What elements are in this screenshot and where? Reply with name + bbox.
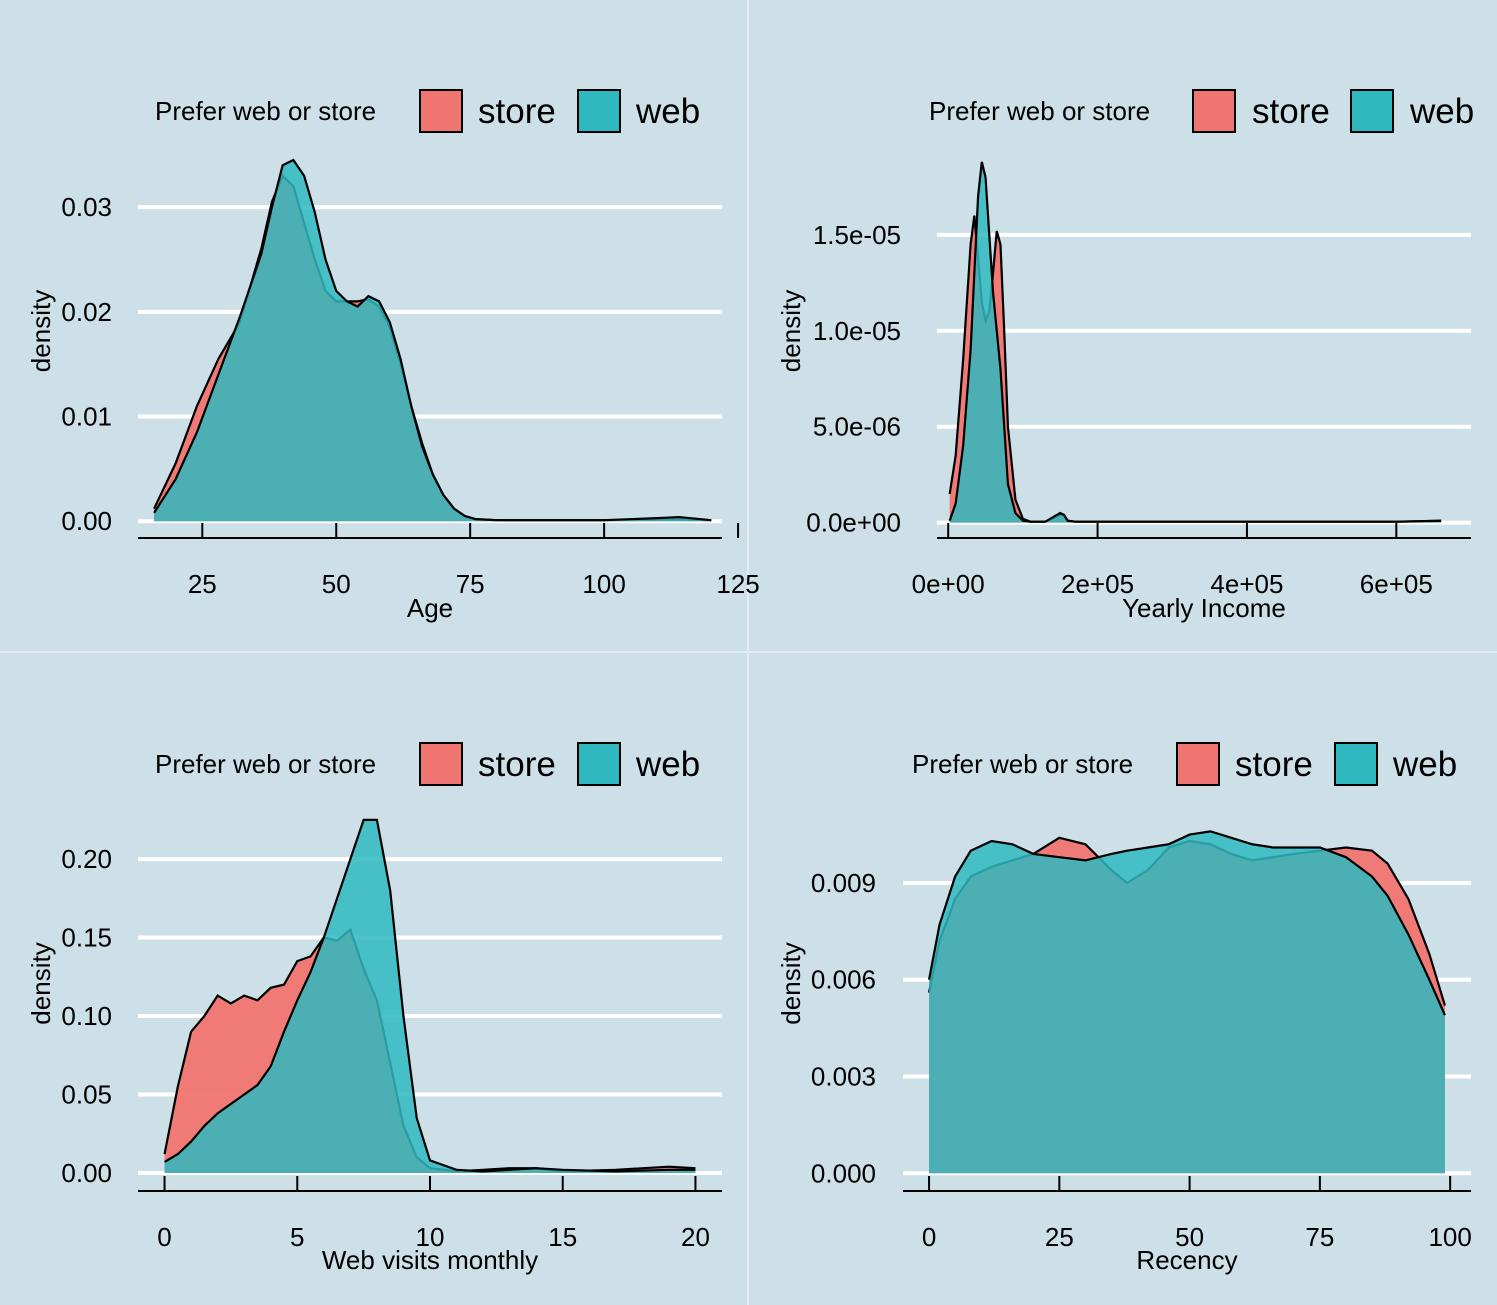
y-tick-label: 0.006 — [811, 965, 876, 995]
x-tick-label: 75 — [456, 569, 485, 599]
x-axis-title: Yearly Income — [1122, 593, 1286, 623]
legend-key-web — [577, 742, 621, 786]
web-density-line — [153, 158, 712, 522]
y-tick-label: 1.5e-05 — [813, 220, 901, 250]
y-axis-title: density — [26, 290, 56, 372]
x-axis-title: Age — [407, 593, 453, 623]
y-tick-label: 0.003 — [811, 1061, 876, 1091]
y-axis-title: density — [776, 290, 806, 372]
x-tick-label: 100 — [582, 569, 625, 599]
web-density-line — [948, 161, 1442, 523]
legend-label-store: store — [1235, 745, 1313, 784]
y-tick-label: 0.03 — [61, 192, 112, 222]
x-tick-label: 5 — [290, 1222, 304, 1252]
x-tick-label: 25 — [188, 569, 217, 599]
x-axis-title: Recency — [1136, 1245, 1237, 1275]
y-tick-label: 0.10 — [61, 1001, 112, 1031]
y-tick-label: 5.0e-06 — [813, 412, 901, 442]
y-tick-label: 0.009 — [811, 868, 876, 898]
web-density-line — [163, 818, 696, 1173]
x-tick-label: 15 — [548, 1222, 577, 1252]
x-tick-label: 125 — [716, 569, 759, 599]
y-tick-label: 0.000 — [811, 1158, 876, 1188]
legend-label-web: web — [1409, 92, 1474, 131]
legend-key-web — [1334, 742, 1378, 786]
x-tick-label: 50 — [1175, 1222, 1204, 1252]
x-tick-label: 20 — [681, 1222, 710, 1252]
legend-title: Prefer web or store — [155, 96, 376, 126]
x-tick-label: 25 — [1045, 1222, 1074, 1252]
web-density-area — [164, 819, 696, 1173]
x-tick-label: 50 — [322, 569, 351, 599]
legend-label-web: web — [635, 745, 700, 784]
x-tick-label: 0e+00 — [912, 569, 985, 599]
y-axis-title: density — [776, 942, 806, 1024]
legend-title: Prefer web or store — [912, 749, 1133, 779]
legend-title: Prefer web or store — [155, 749, 376, 779]
legend-key-store — [1176, 742, 1220, 786]
web-density-area — [154, 160, 712, 522]
legend-label-web: web — [1392, 745, 1457, 784]
y-tick-label: 0.01 — [61, 402, 112, 432]
web-density-area — [929, 831, 1445, 1174]
y-tick-label: 0.00 — [61, 506, 112, 536]
legend-key-web — [577, 89, 621, 133]
density-chart-2: 0.0e+00 5.0e-06 1.0e-05 1.5e-05 0e+00 2e+05 4e… — [776, 89, 1474, 623]
legend-label-store: store — [478, 92, 556, 131]
x-tick-label: 0 — [922, 1222, 936, 1252]
y-tick-label: 0.02 — [61, 297, 112, 327]
x-tick-label: 6e+05 — [1360, 569, 1433, 599]
y-tick-label: 0.00 — [61, 1158, 112, 1188]
x-tick-label: 4e+05 — [1210, 569, 1283, 599]
x-tick-label: 10 — [416, 1222, 445, 1252]
legend-key-store — [419, 742, 463, 786]
x-tick-label: 75 — [1305, 1222, 1334, 1252]
web-density-line — [927, 830, 1446, 1016]
y-tick-label: 0.20 — [61, 844, 112, 874]
x-axis-title: Web visits monthly — [322, 1245, 538, 1275]
x-tick-label: 0 — [157, 1222, 171, 1252]
legend-key-web — [1350, 89, 1394, 133]
legend-label-store: store — [1252, 92, 1330, 131]
legend-title: Prefer web or store — [929, 96, 1150, 126]
density-chart-3: 0.00 0.05 0.10 0.15 0.20 0 5 10 15 20 Web visits m… — [26, 742, 722, 1275]
y-tick-label: 0.05 — [61, 1079, 112, 1109]
x-tick-label: 100 — [1428, 1222, 1471, 1252]
y-tick-label: 0.15 — [61, 923, 112, 953]
density-chart-4: 0.000 0.003 0.006 0.009 0 25 50 75 100 Recency den… — [776, 742, 1472, 1275]
legend-label-store: store — [478, 745, 556, 784]
legend-label-web: web — [635, 92, 700, 131]
web-density-area — [949, 161, 1442, 523]
density-chart-1: 0.00 0.01 0.02 0.03 25 50 75 100 125 Age density Pr… — [26, 89, 760, 623]
legend-key-store — [1192, 89, 1236, 133]
y-axis-title: density — [26, 942, 56, 1024]
y-tick-label: 1.0e-05 — [813, 316, 901, 346]
y-tick-label: 0.0e+00 — [806, 508, 901, 538]
x-tick-label: 2e+05 — [1061, 569, 1134, 599]
legend-key-store — [419, 89, 463, 133]
